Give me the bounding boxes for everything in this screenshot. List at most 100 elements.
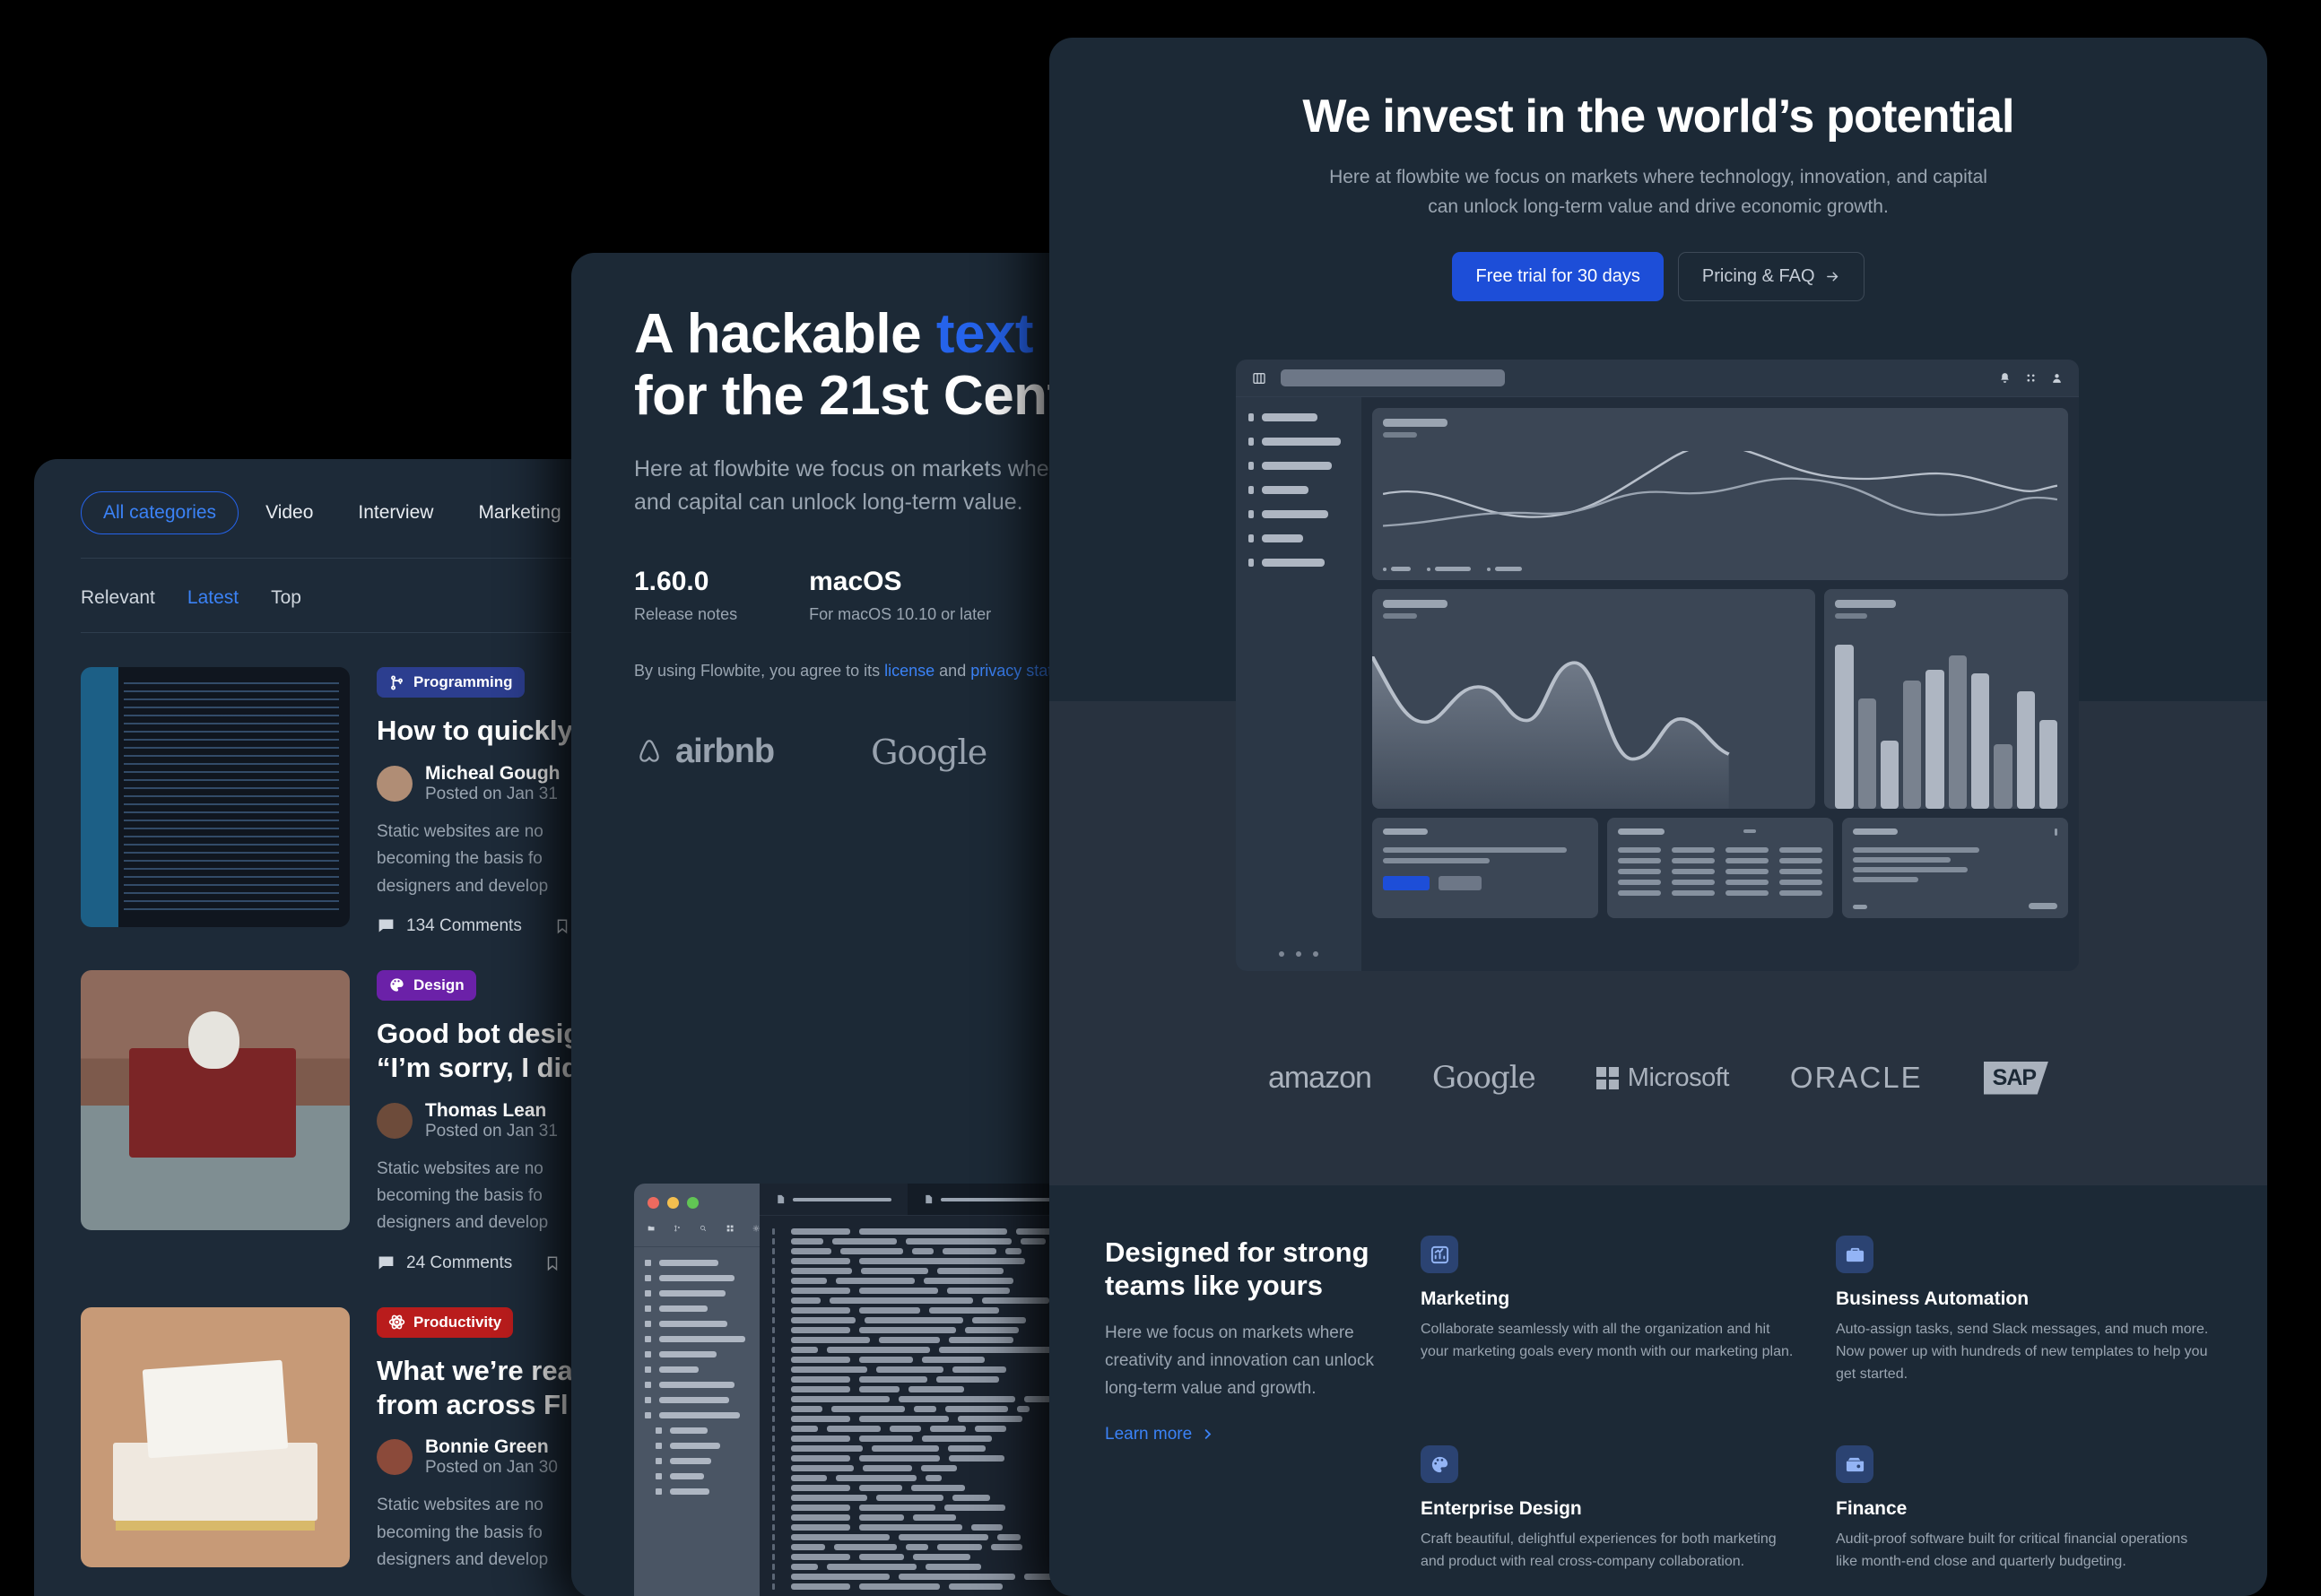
post-title[interactable]: How to quickly (377, 715, 573, 746)
folder-icon[interactable] (648, 1221, 655, 1236)
sidebar-item[interactable] (1248, 438, 1349, 446)
code-token-placeholder (922, 1436, 992, 1442)
card-menu-icon[interactable] (2055, 828, 2057, 836)
avatar[interactable] (2051, 372, 2063, 384)
table-card[interactable] (1607, 818, 1833, 918)
sidebar-item[interactable] (1248, 534, 1349, 542)
pricing-faq-button[interactable]: Pricing & FAQ (1677, 252, 1865, 302)
extensions-icon[interactable] (726, 1221, 734, 1236)
sidebar-item[interactable] (1248, 486, 1349, 494)
free-trial-button[interactable]: Free trial for 30 days (1452, 252, 1664, 302)
file-tree-item[interactable] (645, 1412, 749, 1418)
category-video[interactable]: Video (265, 502, 314, 523)
apps-grid-icon[interactable] (2025, 372, 2037, 384)
post-title[interactable]: What we’re rea from across Fl (377, 1354, 741, 1422)
file-tree-subitem[interactable] (645, 1458, 749, 1464)
file-tree-item[interactable] (645, 1321, 749, 1327)
code-line (760, 1444, 1477, 1453)
code-branch-icon (391, 675, 403, 690)
stat-value: 1.60.0 (634, 566, 709, 596)
editor-code-area[interactable] (760, 1216, 1477, 1592)
file-tree-item[interactable] (645, 1275, 749, 1281)
file-tree-subitem[interactable] (645, 1443, 749, 1449)
feed-card[interactable] (1842, 818, 2068, 918)
post-date: Posted on Jan 30 (425, 1458, 558, 1478)
code-line (760, 1493, 1477, 1503)
code-token-placeholder (791, 1327, 850, 1333)
search-input[interactable] (1281, 369, 1505, 386)
bookmark-icon[interactable] (544, 1253, 561, 1273)
sidebar-item[interactable] (1248, 510, 1349, 518)
file-name-placeholder (659, 1351, 717, 1357)
line-number-placeholder (772, 1268, 775, 1274)
code-token-placeholder (791, 1574, 890, 1580)
category-interview[interactable]: Interview (358, 502, 434, 523)
search-icon[interactable] (700, 1221, 707, 1236)
file-tree-item[interactable] (645, 1290, 749, 1297)
card-action-placeholder[interactable] (1743, 829, 1757, 833)
file-tree-item[interactable] (645, 1382, 749, 1388)
line-chart-card[interactable] (1372, 408, 2068, 580)
comments-count[interactable]: 24 Comments (406, 1253, 513, 1272)
stat-macos[interactable]: macOS For macOS 10.10 or later (809, 567, 991, 624)
file-icon (926, 1194, 933, 1204)
card-more-icon[interactable] (1853, 905, 1867, 909)
sidebar-item[interactable] (1248, 559, 1349, 567)
status-badge[interactable]: Design (377, 969, 476, 1001)
sidebar-item[interactable] (1248, 413, 1349, 421)
promo-card[interactable] (1372, 818, 1598, 918)
post-title[interactable]: Good bot desig “I’m sorry, I did (377, 1017, 741, 1085)
license-link[interactable]: license (884, 661, 935, 680)
code-line (760, 1345, 1477, 1355)
file-tree-item[interactable] (645, 1305, 749, 1312)
sidebar-item[interactable] (1248, 462, 1349, 470)
sort-top[interactable]: Top (271, 587, 301, 608)
editor-tab-active[interactable] (908, 1184, 1074, 1215)
sort-latest[interactable]: Latest (187, 587, 239, 608)
area-chart-card[interactable] (1372, 589, 1816, 809)
bar-chart-card[interactable] (1824, 589, 2068, 809)
file-tree-subitem[interactable] (645, 1488, 749, 1495)
status-badge[interactable]: Programming (377, 667, 525, 698)
sidebar-toggle-icon[interactable] (1252, 371, 1266, 386)
blog-post-item[interactable]: Design Good bot desig “I’m sorry, I did … (81, 936, 741, 1273)
bell-icon[interactable] (1999, 372, 2011, 384)
file-tree-item[interactable] (645, 1336, 749, 1342)
bookmark-icon[interactable] (554, 916, 570, 936)
card-action-chip[interactable] (2029, 903, 2057, 909)
post-author-row: Micheal Gough Posted on Jan 31 (377, 763, 741, 804)
badge-label: Design (413, 976, 465, 993)
source-control-icon[interactable] (674, 1221, 681, 1236)
card-secondary-button[interactable] (1439, 876, 1482, 890)
file-tree-item[interactable] (645, 1351, 749, 1357)
microsoft-squares-icon (1595, 1066, 1619, 1089)
file-tree-subitem[interactable] (645, 1473, 749, 1479)
category-marketing[interactable]: Marketing (478, 502, 561, 523)
stat-label[interactable]: Release notes (634, 604, 738, 623)
gear-icon[interactable] (752, 1221, 760, 1236)
file-tree-item[interactable] (645, 1260, 749, 1266)
stat-version[interactable]: 1.60.0 Release notes (634, 567, 737, 624)
blog-post-item[interactable]: Productivity What we’re rea from across … (81, 1273, 741, 1574)
comments-count[interactable]: 134 Comments (406, 915, 522, 935)
file-tree-item[interactable] (645, 1397, 749, 1403)
status-badge[interactable]: Productivity (377, 1306, 514, 1338)
category-all-categories[interactable]: All categories (81, 491, 239, 534)
minimize-window-dot[interactable] (667, 1197, 679, 1209)
feature-description: Audit-proof software built for critical … (1836, 1531, 2188, 1570)
learn-more-link[interactable]: Learn more (1105, 1425, 1374, 1444)
file-tree-subitem[interactable] (645, 1427, 749, 1434)
features-intro-text: Here we focus on markets where creativit… (1105, 1323, 1374, 1398)
code-token-placeholder (926, 1475, 942, 1481)
sort-relevant[interactable]: Relevant (81, 587, 155, 608)
sidebar-item-label-placeholder (1262, 462, 1332, 470)
file-tree-item[interactable] (645, 1366, 749, 1373)
card-primary-button[interactable] (1383, 876, 1430, 890)
editor-tab[interactable] (760, 1184, 908, 1215)
code-line (760, 1355, 1477, 1365)
close-window-dot[interactable] (648, 1197, 659, 1209)
blog-post-item[interactable]: Programming How to quickly Micheal Gough… (81, 633, 741, 936)
maximize-window-dot[interactable] (687, 1197, 699, 1209)
code-token-placeholder (958, 1416, 1022, 1422)
post-excerpt: Static websites are no becoming the basi… (377, 1156, 741, 1237)
